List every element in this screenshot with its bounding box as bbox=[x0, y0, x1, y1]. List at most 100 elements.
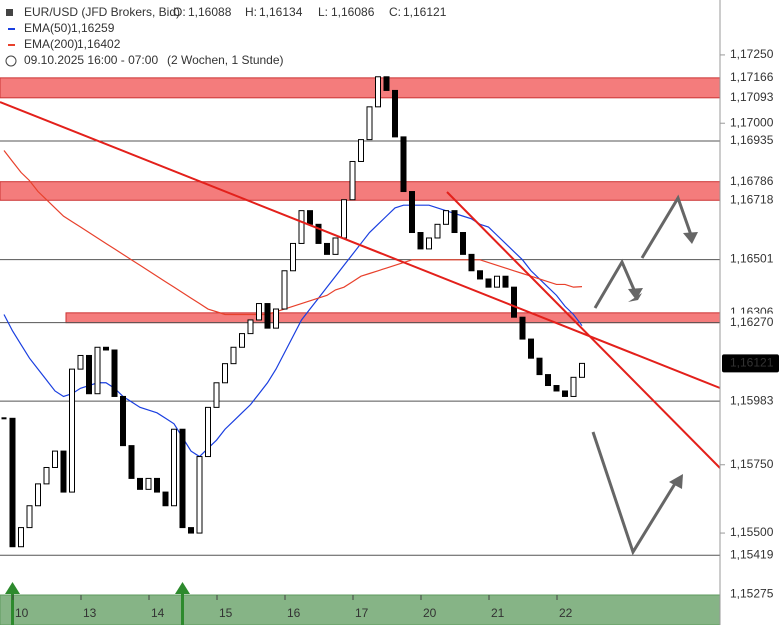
x-tick-label: 16 bbox=[287, 606, 301, 620]
candle bbox=[43, 466, 50, 485]
candle bbox=[111, 349, 118, 397]
candle bbox=[562, 390, 568, 397]
arrow bbox=[640, 194, 693, 259]
candle bbox=[18, 527, 24, 548]
trend-line bbox=[0, 101, 721, 389]
candle bbox=[451, 210, 458, 234]
candle bbox=[188, 527, 194, 534]
level-label-box bbox=[722, 68, 779, 87]
candle bbox=[502, 275, 509, 288]
candle bbox=[545, 374, 551, 387]
candle bbox=[400, 136, 407, 193]
chart-title: EUR/USD (JFD Brokers, Bid) bbox=[24, 5, 180, 19]
candle bbox=[26, 505, 33, 529]
ohlc-value: 1,16086 bbox=[331, 5, 375, 19]
candle bbox=[468, 253, 475, 272]
x-tick-label: 22 bbox=[559, 606, 573, 620]
zone bbox=[0, 77, 721, 99]
candle bbox=[528, 338, 534, 359]
candle bbox=[341, 199, 347, 239]
candle bbox=[290, 242, 296, 272]
candle bbox=[553, 385, 560, 392]
ohlc-label: O: bbox=[173, 5, 186, 19]
candle bbox=[570, 376, 577, 397]
x-axis: 10 13 14 15 16 17 20 21 22 bbox=[12, 595, 573, 620]
level-label-box bbox=[722, 354, 779, 373]
candle bbox=[477, 270, 483, 280]
level-label-box bbox=[722, 585, 779, 604]
level-label: 1,15275 bbox=[730, 587, 774, 601]
candle bbox=[256, 303, 262, 321]
ema-line bbox=[3, 204, 583, 458]
candle bbox=[579, 362, 585, 378]
candle bbox=[171, 428, 177, 507]
level-label-box bbox=[722, 191, 779, 210]
candle bbox=[426, 237, 432, 250]
candle bbox=[281, 270, 288, 310]
candle bbox=[52, 450, 58, 468]
zone bbox=[0, 181, 721, 201]
symbol-icon bbox=[6, 9, 13, 16]
signal-arrow bbox=[5, 582, 20, 594]
level-label-box bbox=[722, 172, 779, 191]
subtitle: 09.10.2025 16:00 - 07:00 bbox=[24, 53, 158, 67]
ohlc-value: 1,16121 bbox=[403, 5, 447, 19]
x-tick-label: 14 bbox=[151, 606, 165, 620]
candle bbox=[494, 275, 500, 288]
candle bbox=[94, 346, 101, 395]
candle bbox=[103, 346, 109, 351]
level-label-box bbox=[722, 313, 779, 332]
candle bbox=[120, 395, 126, 447]
candle bbox=[9, 417, 16, 548]
candle bbox=[298, 210, 305, 244]
ohlc-label: L: bbox=[318, 5, 328, 19]
arrow-head bbox=[628, 288, 643, 300]
candle bbox=[434, 223, 441, 239]
y-tick-label: 1,17000 bbox=[730, 115, 774, 129]
candle bbox=[222, 363, 228, 384]
arrow bbox=[593, 258, 637, 309]
level-label: 1,16270 bbox=[730, 315, 774, 329]
candle bbox=[485, 278, 492, 288]
level-label: 1,16718 bbox=[730, 192, 774, 206]
y-tick-label: 1,15750 bbox=[730, 457, 774, 471]
level-label-box bbox=[722, 392, 779, 411]
ohlc-label: H: bbox=[245, 5, 257, 19]
legend-value: 1,16402 bbox=[77, 37, 121, 51]
level-label: 1,16786 bbox=[730, 174, 774, 188]
level-label-box bbox=[722, 546, 779, 565]
x-tick-label: 21 bbox=[491, 606, 505, 620]
x-tick-label: 15 bbox=[219, 606, 233, 620]
candle bbox=[86, 354, 92, 395]
x-tick-label: 13 bbox=[83, 606, 97, 620]
candle bbox=[366, 106, 373, 141]
x-tick-label: 10 bbox=[15, 606, 29, 620]
signal-stem bbox=[11, 592, 14, 625]
plot-area bbox=[0, 76, 721, 556]
candle bbox=[196, 456, 203, 534]
level-label-box bbox=[722, 88, 779, 107]
candle bbox=[375, 76, 381, 108]
zone bbox=[65, 312, 721, 324]
trend-line bbox=[446, 191, 721, 469]
level-label: 1,15419 bbox=[730, 547, 774, 561]
candle bbox=[137, 477, 143, 490]
x-tick-label: 20 bbox=[423, 606, 437, 620]
drawings bbox=[0, 101, 721, 556]
ohlc-value: 1,16134 bbox=[259, 5, 303, 19]
candle bbox=[69, 368, 75, 493]
level-label-box bbox=[722, 250, 779, 269]
arrow-head bbox=[669, 474, 683, 489]
candle bbox=[349, 160, 356, 201]
candle bbox=[239, 333, 245, 348]
ema-line bbox=[3, 150, 583, 316]
signal-markers bbox=[5, 582, 190, 625]
level-label: 1,16935 bbox=[730, 133, 774, 147]
level-label: 1,17166 bbox=[730, 70, 774, 84]
ohlc-label: C: bbox=[389, 5, 401, 19]
candle bbox=[179, 428, 186, 529]
candle bbox=[460, 232, 466, 255]
legend-label: EMA(200) bbox=[24, 37, 78, 51]
arrow bbox=[591, 431, 678, 556]
